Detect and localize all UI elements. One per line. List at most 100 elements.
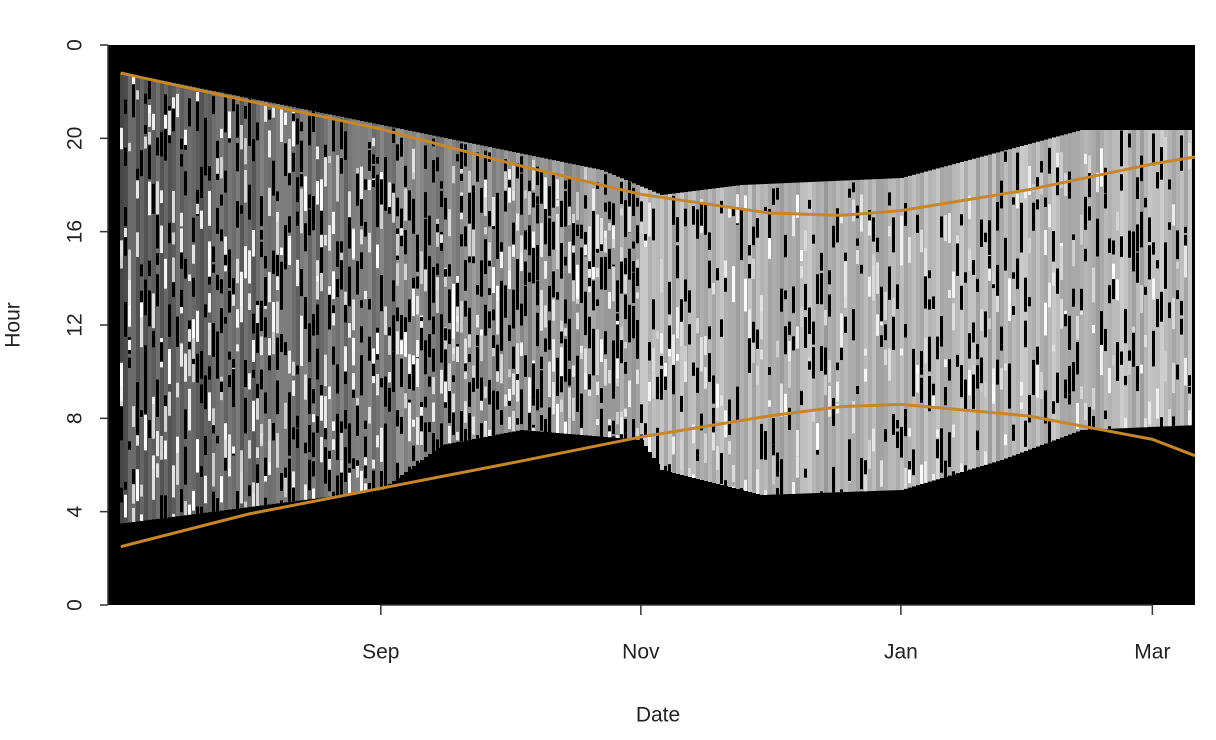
x-tick-label: Sep	[362, 641, 399, 664]
heatmap-cell	[1080, 386, 1083, 400]
heatmap-cell	[208, 241, 211, 277]
heatmap-cell	[292, 380, 295, 396]
heatmap-cell	[608, 420, 611, 438]
heatmap-cell	[636, 292, 639, 299]
heatmap-cell	[128, 279, 131, 312]
heatmap-cell	[528, 185, 531, 215]
heatmap-cell	[448, 289, 451, 324]
heatmap-cell	[276, 337, 279, 371]
heatmap-cell	[508, 270, 511, 290]
heatmap-cell	[472, 225, 475, 257]
heatmap-cell	[700, 413, 703, 431]
heatmap-column	[204, 89, 208, 513]
heatmap-cell	[252, 230, 255, 257]
heatmap-cell	[188, 388, 191, 425]
heatmap-cell	[1080, 288, 1083, 311]
heatmap-cell	[1000, 326, 1003, 351]
heatmap-cell	[468, 413, 471, 440]
heatmap-cell	[844, 316, 847, 333]
heatmap-cell	[744, 479, 747, 489]
heatmap-cell	[268, 462, 271, 475]
heatmap-cell	[236, 147, 239, 172]
heatmap-cell	[720, 319, 723, 337]
heatmap-cell	[564, 372, 567, 382]
heatmap-cell	[652, 372, 655, 399]
heatmap-cell	[216, 331, 219, 357]
heatmap-cell	[348, 191, 351, 222]
heatmap-cell	[804, 283, 807, 311]
heatmap-cell	[884, 324, 887, 341]
heatmap-cell	[580, 262, 583, 296]
heatmap-cell	[756, 469, 759, 494]
heatmap-cell	[148, 145, 151, 180]
heatmap-cell	[480, 260, 483, 291]
heatmap-cell	[308, 209, 311, 236]
heatmap-column	[464, 142, 468, 441]
heatmap-column	[1160, 130, 1164, 427]
heatmap-cell	[192, 490, 195, 511]
heatmap-cell	[460, 301, 463, 333]
heatmap-cell	[260, 196, 263, 227]
heatmap-cell	[392, 128, 395, 143]
heatmap-cell	[620, 247, 623, 262]
heatmap-cell	[320, 247, 323, 273]
heatmap-column	[320, 112, 324, 498]
heatmap-cell	[1040, 161, 1043, 175]
heatmap-cell	[228, 111, 231, 139]
heatmap-cell	[564, 180, 567, 189]
heatmap-cell	[604, 174, 607, 181]
heatmap-cell	[292, 471, 295, 488]
heatmap-cell	[944, 386, 947, 406]
heatmap-cell	[196, 506, 199, 514]
heatmap-cell	[668, 325, 671, 349]
heatmap-cell	[976, 365, 979, 389]
heatmap-cell	[1076, 356, 1079, 375]
heatmap-cell	[404, 165, 407, 187]
heatmap-cell	[832, 398, 835, 426]
heatmap-cell	[1180, 300, 1183, 316]
heatmap-cell	[172, 102, 175, 132]
heatmap-cell	[484, 422, 487, 437]
heatmap-cell	[392, 280, 395, 302]
heatmap-cell	[128, 339, 131, 351]
heatmap-cell	[236, 344, 239, 352]
heatmap-cell	[612, 365, 615, 399]
heatmap-cell	[476, 347, 479, 377]
heatmap-cell	[616, 280, 619, 312]
heatmap-cell	[940, 216, 943, 238]
heatmap-cell	[596, 329, 599, 362]
heatmap-cell	[168, 110, 171, 139]
heatmap-cell	[952, 471, 955, 475]
heatmap-column	[932, 169, 936, 481]
heatmap-cell	[448, 391, 451, 424]
heatmap-cell	[876, 314, 879, 336]
heatmap-cell	[412, 364, 415, 391]
heatmap-column	[732, 186, 736, 488]
heatmap-cell	[928, 270, 931, 279]
heatmap-cell	[284, 143, 287, 177]
heatmap-cell	[692, 206, 695, 225]
heatmap-column	[872, 179, 876, 491]
heatmap-cell	[1104, 328, 1107, 352]
heatmap-cell	[380, 378, 383, 388]
heatmap-cell	[276, 380, 279, 415]
heatmap-cell	[132, 406, 135, 427]
heatmap-cell	[724, 480, 727, 486]
heatmap-cell	[452, 304, 455, 339]
heatmap-cell	[1060, 298, 1063, 329]
heatmap-cell	[764, 438, 767, 460]
heatmap-cell	[304, 297, 307, 329]
heatmap-cell	[640, 201, 643, 222]
heatmap-cell	[156, 274, 159, 307]
heatmap-cell	[600, 217, 603, 245]
heatmap-cell	[1016, 193, 1019, 209]
heatmap-cell	[216, 140, 219, 160]
heatmap-column	[120, 72, 124, 524]
heatmap-cell	[1160, 417, 1163, 427]
heatmap-cell	[272, 302, 275, 336]
heatmap-cell	[772, 188, 775, 205]
heatmap-cell	[248, 194, 251, 220]
heatmap-cell	[128, 249, 131, 280]
heatmap-column	[132, 74, 136, 522]
heatmap-cell	[624, 361, 627, 374]
